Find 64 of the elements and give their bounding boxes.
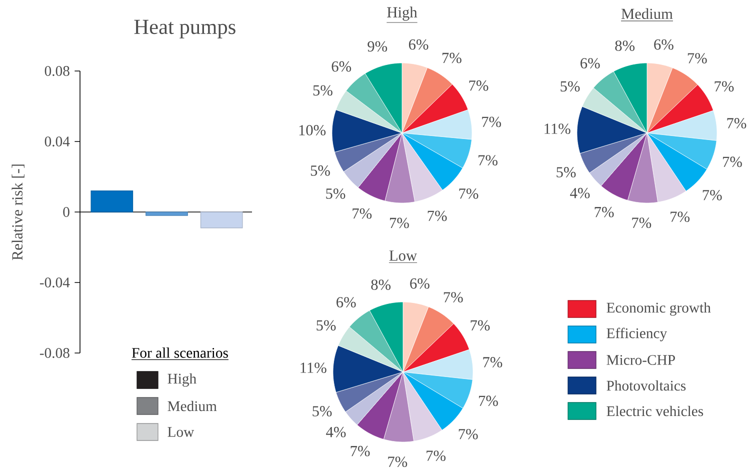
data-label: 7% <box>426 450 446 462</box>
data-label: 11% <box>300 362 326 374</box>
category-label: Economic growth <box>606 302 711 316</box>
data-label: 5% <box>326 188 346 199</box>
data-label: 4% <box>326 426 346 438</box>
data-label: 5% <box>310 165 330 176</box>
data-label: 7% <box>479 396 498 406</box>
data-label: 7% <box>444 292 463 302</box>
data-label: 7% <box>478 155 498 166</box>
data-label: 7% <box>470 320 490 331</box>
category-label: Micro-CHP <box>606 355 675 365</box>
data-label: 7% <box>388 456 408 468</box>
category-label: Photovoltaics <box>606 380 686 391</box>
data-label: 6% <box>336 297 356 308</box>
category-label: Efficiency <box>606 328 668 342</box>
data-label: 5% <box>560 81 580 92</box>
category-label: Medium <box>168 400 217 412</box>
category-label: Low <box>168 427 194 437</box>
y-tick-label: 0.04 <box>44 136 70 146</box>
data-label: 8% <box>371 280 391 290</box>
data-label: 7% <box>390 218 409 228</box>
data-label: 4% <box>570 188 590 198</box>
data-label: 7% <box>688 53 707 64</box>
data-label: 6% <box>408 39 428 50</box>
chart-title: Heat pumps <box>134 20 236 38</box>
data-label: 5% <box>556 167 576 178</box>
data-label: 9% <box>368 41 388 52</box>
data-label: 6% <box>410 278 430 289</box>
data-label: 7% <box>350 446 370 456</box>
chart-title: Medium <box>621 8 673 20</box>
data-label: 7% <box>458 428 478 440</box>
data-label: 7% <box>594 206 614 218</box>
data-label: 7% <box>723 156 742 168</box>
data-label: 7% <box>727 118 746 128</box>
chart-title: Low <box>389 250 417 261</box>
data-label: 7% <box>352 208 372 219</box>
legend-title: For all scenarios <box>132 348 228 358</box>
y-axis-title: Relative risk [-] <box>12 164 24 260</box>
data-label: 8% <box>615 40 635 51</box>
data-label: 7% <box>702 190 722 200</box>
category-label: Electric vehicles <box>606 406 704 416</box>
data-label: 7% <box>428 210 447 222</box>
data-label: 5% <box>312 406 332 416</box>
chart-title: High <box>387 6 418 21</box>
data-label: 7% <box>670 212 690 222</box>
data-label: 10% <box>299 125 326 136</box>
data-label: 5% <box>313 85 332 96</box>
y-tick-label: -0.08 <box>40 348 70 358</box>
y-tick-label: 0 <box>63 207 70 217</box>
data-label: 7% <box>459 188 478 199</box>
data-label: 6% <box>332 61 352 72</box>
category-label: High <box>168 373 196 387</box>
y-tick-label: 0.08 <box>44 66 70 76</box>
data-label: 7% <box>469 80 488 91</box>
data-label: 11% <box>544 124 570 134</box>
data-label: 7% <box>632 218 652 228</box>
y-tick-label: -0.04 <box>40 278 70 288</box>
data-label: 6% <box>654 39 674 50</box>
data-label: 5% <box>316 320 336 331</box>
data-label: 7% <box>483 357 502 368</box>
data-label: 7% <box>714 81 734 92</box>
data-label: 7% <box>442 52 462 64</box>
data-label: 6% <box>580 58 600 68</box>
data-label: 7% <box>482 116 502 128</box>
